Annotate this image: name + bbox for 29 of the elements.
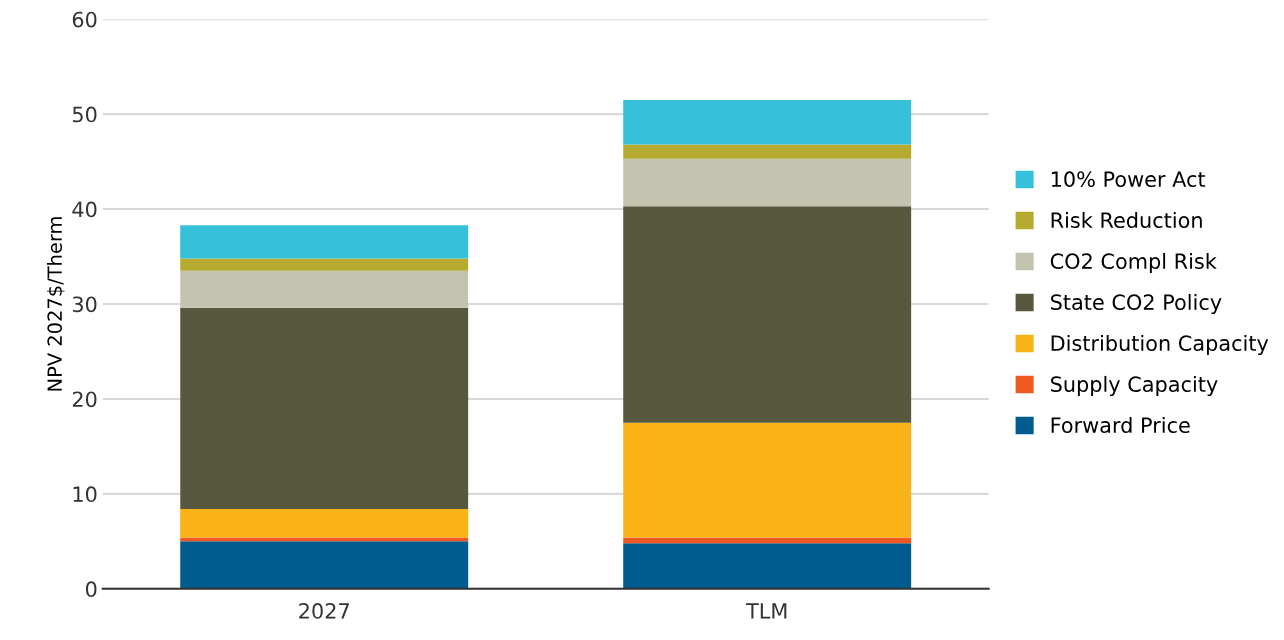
bar <box>180 509 469 538</box>
y-tick-label: 30 <box>72 296 97 313</box>
y-tick-label: 60 <box>72 11 97 28</box>
legend-label: Forward Price <box>1051 416 1190 434</box>
bar <box>623 206 912 423</box>
x-tick-label: TLM <box>745 603 787 619</box>
bar <box>623 158 912 207</box>
bar <box>623 144 912 159</box>
y-tick-label: 50 <box>72 106 97 123</box>
legend-label: Supply Capacity <box>1051 375 1218 397</box>
y-axis-title: NPV 2027$/Therm <box>46 217 65 391</box>
legend-label: 10% Power Act <box>1051 171 1206 188</box>
bar <box>180 541 469 589</box>
y-tick-label: 40 <box>72 201 97 218</box>
bar <box>623 422 912 538</box>
bar <box>180 307 469 510</box>
x-tick-label: 2027 <box>299 603 349 619</box>
legend-label: Risk Reduction <box>1051 211 1202 229</box>
legend-label: State CO2 Policy <box>1051 293 1222 315</box>
legend-label: Distribution Capacity <box>1051 334 1269 356</box>
y-tick-label: 10 <box>73 486 97 503</box>
bar <box>180 258 469 271</box>
y-tick-label: 0 <box>85 581 97 598</box>
bar <box>180 270 469 308</box>
bar <box>180 225 469 259</box>
y-tick-label: 20 <box>72 391 97 408</box>
legend-label: CO2 Compl Risk <box>1050 252 1217 274</box>
bar <box>623 99 912 145</box>
bar <box>623 543 912 589</box>
